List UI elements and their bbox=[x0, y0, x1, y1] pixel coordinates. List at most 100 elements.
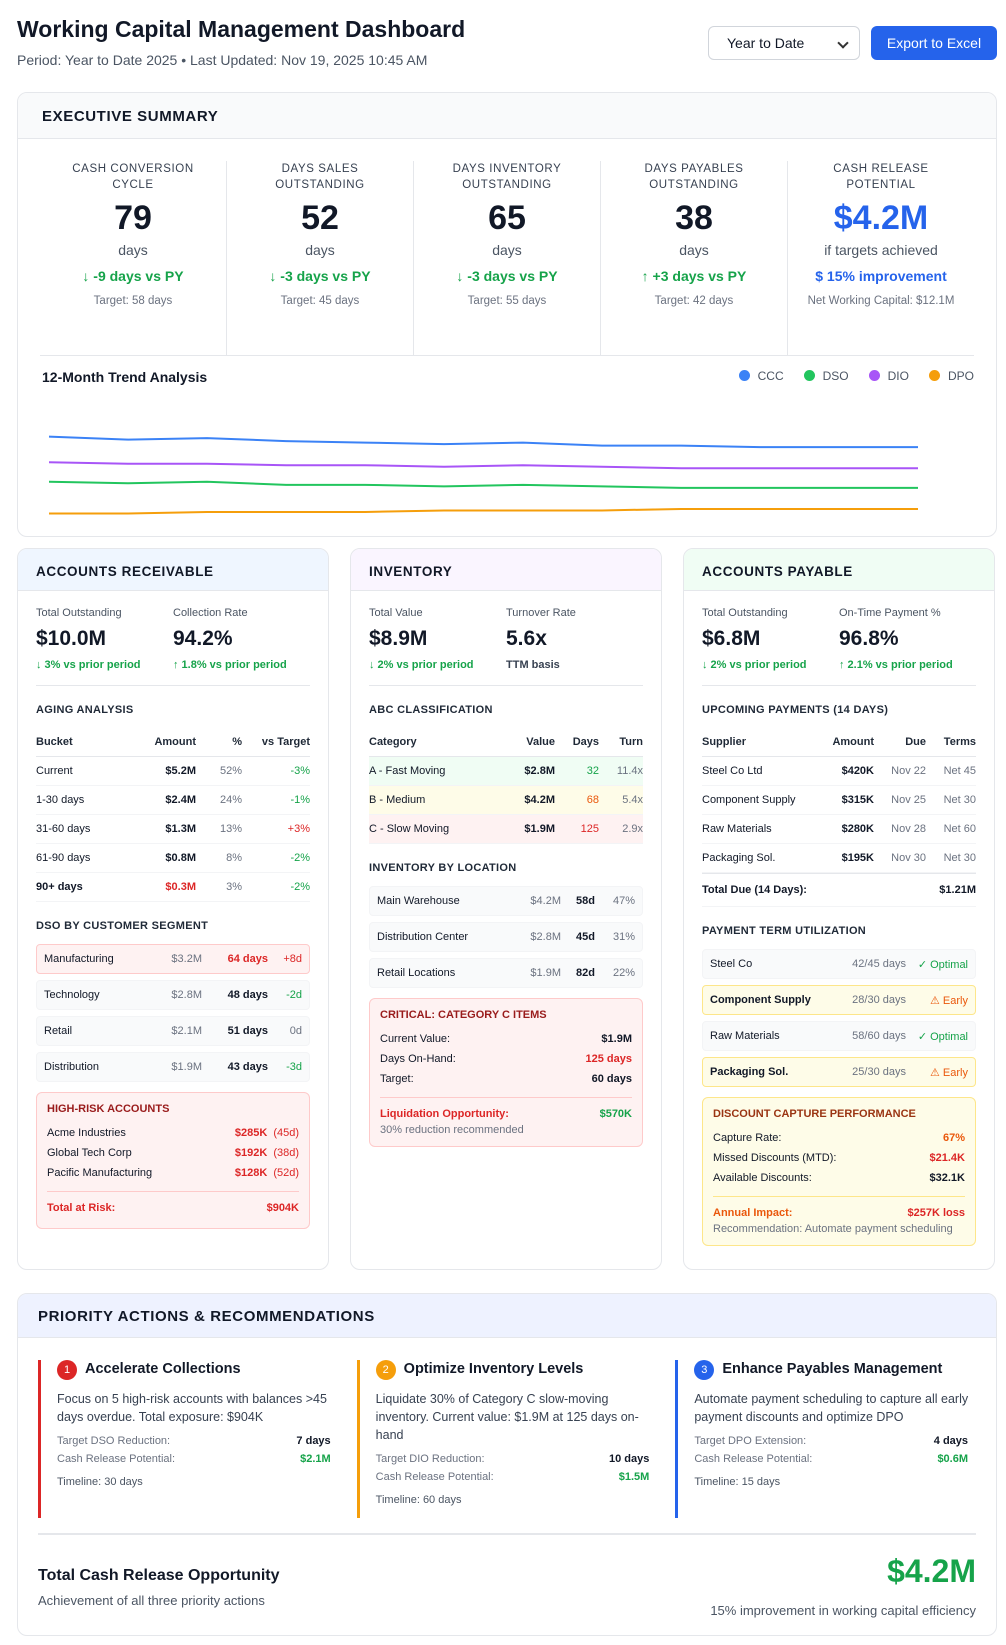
metric-label: On-Time Payment % bbox=[839, 607, 941, 619]
ar-panel: ACCOUNTS RECEIVABLE Total Outstanding $10.… bbox=[17, 548, 329, 1270]
table-cell: $1.3M bbox=[165, 823, 196, 835]
metric: On-Time Payment % 96.8% ↑ 2.1% vs prior pe… bbox=[839, 607, 976, 671]
separator bbox=[380, 1097, 632, 1098]
x-tick-label: Sep bbox=[670, 536, 692, 537]
metric-value: 4 days bbox=[933, 1435, 969, 1447]
table-cell: -3% bbox=[290, 765, 310, 777]
metric-change: ↓ 2% vs prior period bbox=[369, 659, 474, 671]
x-tick-label: Feb bbox=[118, 536, 139, 537]
alert-title: HIGH-RISK ACCOUNTS bbox=[47, 1103, 170, 1115]
metric: Total Outstanding $10.0M ↓ 3% vs prior per… bbox=[36, 607, 173, 671]
kpi-change: $ 15% improvement bbox=[815, 268, 947, 284]
legend-label: CCC bbox=[757, 369, 784, 383]
export-button[interactable]: Export to Excel bbox=[871, 26, 997, 60]
kpi-unit: days bbox=[118, 242, 148, 258]
kpi-value: 65 bbox=[488, 199, 526, 237]
table-cell: Net 45 bbox=[943, 765, 976, 777]
table-cell: 11.4x bbox=[616, 765, 643, 777]
metric-change: TTM basis bbox=[506, 659, 560, 671]
table-row: A - Fast Moving $2.8M 32 11.4x bbox=[369, 757, 643, 786]
account-amount: $285K bbox=[234, 1127, 268, 1139]
metric-value: $2.1M bbox=[300, 1453, 331, 1465]
table-cell: $0.3M bbox=[165, 881, 196, 893]
section-title: DSO BY CUSTOMER SEGMENT bbox=[36, 920, 209, 932]
total-value: $1.21M bbox=[939, 884, 976, 896]
list-cell: 43 days bbox=[227, 1061, 268, 1073]
legend-swatch bbox=[868, 370, 880, 381]
panel-body: Total Outstanding $6.8M ↓ 2% vs prior peri… bbox=[684, 591, 994, 1246]
data-table: Bucket Amount% vs Target Current $5.2M 52% -3%… bbox=[36, 728, 310, 902]
panel-body: Total Value $8.9M ↓ 2% vs prior period Turn… bbox=[351, 591, 661, 1147]
account-values: $285K (45d) bbox=[235, 1127, 299, 1139]
column-header: % bbox=[232, 736, 242, 748]
separator bbox=[713, 1196, 965, 1197]
list-cell: ⚠ Early bbox=[930, 994, 968, 1007]
action-number: 1 bbox=[57, 1360, 77, 1380]
trend-chart: Jan Feb Mar Apr May Jun Jul Aug Sep Oct Nov Dec bbox=[39, 435, 918, 537]
alert-cell: 60 days bbox=[591, 1073, 632, 1085]
list-row: Raw Materials 58/60 days ✓ Optimal bbox=[702, 1021, 976, 1051]
list-cell: 58/60 days bbox=[852, 1030, 906, 1042]
metric-label: Cash Release Potential: bbox=[694, 1453, 813, 1465]
total-title: Total Cash Release Opportunity bbox=[38, 1567, 280, 1584]
impact-label: Annual Impact: bbox=[713, 1207, 793, 1219]
table-cell: $0.8M bbox=[165, 852, 196, 864]
list-row: Retail Locations $1.9M 82d 22% bbox=[369, 958, 643, 988]
action-timeline: Timeline: 60 days bbox=[375, 1494, 462, 1506]
account-name: Pacific Manufacturing bbox=[47, 1167, 153, 1179]
section-title: AGING ANALYSIS bbox=[36, 704, 134, 716]
metric-row: Total Value $8.9M ↓ 2% vs prior period Turn… bbox=[369, 607, 643, 686]
table-cell: 24% bbox=[219, 794, 242, 806]
list-cell: $2.8M bbox=[530, 931, 561, 943]
list-cell: 82d bbox=[576, 967, 595, 979]
x-tick-label: Jun bbox=[434, 536, 453, 537]
kpi-unit: days bbox=[305, 242, 335, 258]
priority-actions: PRIORITY ACTIONS & RECOMMENDATIONS 1 Acce… bbox=[17, 1293, 997, 1636]
section-title: PAYMENT TERM UTILIZATION bbox=[702, 925, 867, 937]
action-metric: Cash Release Potential: $0.6M bbox=[694, 1450, 976, 1468]
list-cell: 28/30 days bbox=[852, 994, 906, 1006]
metric-label: Total Outstanding bbox=[36, 607, 122, 619]
column-header: Turn bbox=[619, 736, 643, 748]
action-metric: Target DPO Extension: 4 days bbox=[694, 1432, 976, 1450]
list-row: Retail $2.1M 51 days 0d bbox=[36, 1016, 310, 1046]
kpi-label: CASH CONVERSION CYCLE bbox=[72, 163, 194, 191]
metric-label: Target DSO Reduction: bbox=[57, 1435, 171, 1447]
table-cell: 68 bbox=[586, 794, 599, 806]
period-select[interactable]: Year to Date bbox=[708, 26, 860, 60]
table-cell: Nov 22 bbox=[891, 765, 926, 777]
alert-cell: Current Value: bbox=[380, 1033, 451, 1045]
chart-title: 12-Month Trend Analysis bbox=[42, 369, 208, 385]
column-header: Amount bbox=[832, 736, 874, 748]
total-label: Total at Risk: bbox=[47, 1202, 116, 1214]
list-cell: 51 days bbox=[227, 1025, 268, 1037]
metric-value: 10 days bbox=[608, 1453, 650, 1465]
action-description: Automate payment scheduling to capture a… bbox=[694, 1392, 969, 1424]
alert-row: Missed Discounts (MTD): $21.4K bbox=[713, 1148, 965, 1168]
executive-summary: EXECUTIVE SUMMARY CASH CONVERSION CYCLE 7… bbox=[17, 92, 997, 537]
table-cell: Net 30 bbox=[943, 794, 976, 806]
table-row: Steel Co Ltd $420K Nov 22 Net 45 bbox=[702, 757, 976, 786]
list-cell: $4.2M bbox=[530, 895, 561, 907]
alert-row: Global Tech Corp $192K (38d) bbox=[47, 1143, 299, 1163]
metric-change: ↓ 3% vs prior period bbox=[36, 659, 141, 671]
table-row: C - Slow Moving $1.9M 125 2.9x bbox=[369, 815, 643, 844]
list-cell: Packaging Sol. bbox=[710, 1066, 789, 1078]
table-cell: Packaging Sol. bbox=[702, 852, 776, 864]
x-tick-label: Jan bbox=[39, 536, 58, 537]
action: 3 Enhance Payables Management Automate pay… bbox=[675, 1360, 976, 1518]
alert-box: CRITICAL: CATEGORY C ITEMS Current Value:… bbox=[369, 998, 643, 1147]
table-cell: 2.9x bbox=[622, 823, 643, 835]
list-cell: Distribution bbox=[44, 1061, 100, 1073]
metric-label: Total Outstanding bbox=[702, 607, 788, 619]
metric-value: $6.8M bbox=[702, 627, 761, 650]
table-cell: 13% bbox=[219, 823, 242, 835]
table-cell: 1-30 days bbox=[36, 794, 85, 806]
section-title: PRIORITY ACTIONS & RECOMMENDATIONS bbox=[18, 1294, 996, 1338]
action-metric: Cash Release Potential: $2.1M bbox=[57, 1450, 339, 1468]
list-cell: 64 days bbox=[227, 953, 268, 965]
total-value: $4.2M bbox=[887, 1553, 976, 1589]
table-row: 1-30 days $2.4M 24% -1% bbox=[36, 786, 310, 815]
kpi-label: CASH RELEASE POTENTIAL bbox=[833, 163, 929, 191]
total-opportunity: Total Cash Release Opportunity Achieveme… bbox=[38, 1533, 976, 1618]
